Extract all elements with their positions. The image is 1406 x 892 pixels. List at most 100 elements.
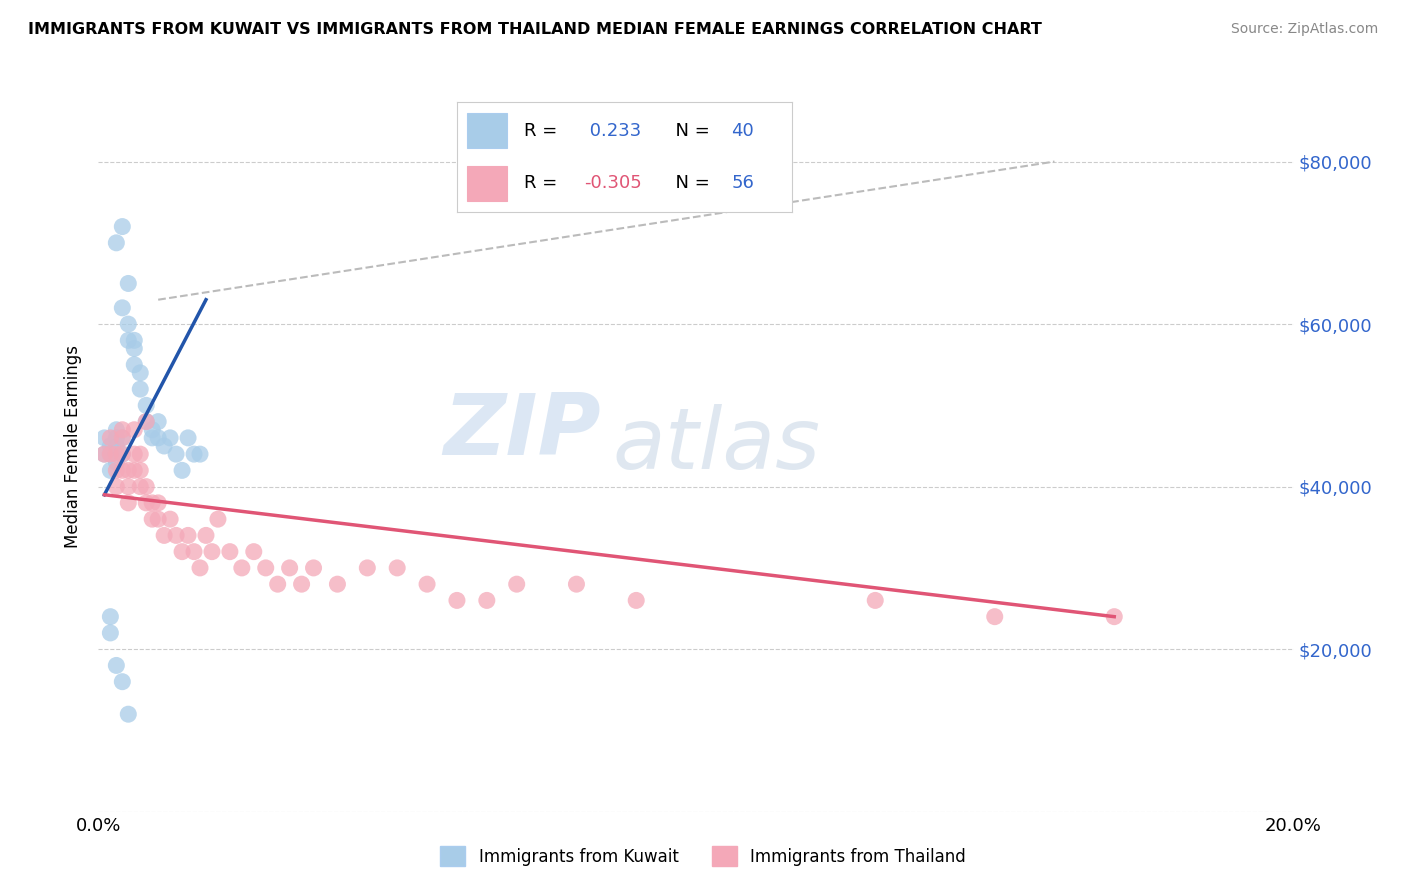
Point — [105, 463, 128, 477]
Point — [105, 455, 128, 469]
Point — [356, 561, 378, 575]
Point — [105, 439, 128, 453]
Point — [111, 447, 134, 461]
Point — [984, 609, 1007, 624]
Point — [153, 439, 176, 453]
Point — [153, 528, 176, 542]
Point — [506, 577, 529, 591]
Point — [135, 415, 157, 429]
Text: IMMIGRANTS FROM KUWAIT VS IMMIGRANTS FROM THAILAND MEDIAN FEMALE EARNINGS CORREL: IMMIGRANTS FROM KUWAIT VS IMMIGRANTS FRO… — [28, 22, 1042, 37]
Point — [385, 561, 409, 575]
Point — [111, 219, 134, 234]
Point — [165, 528, 187, 542]
Point — [117, 496, 139, 510]
Point — [207, 512, 229, 526]
Point — [117, 334, 139, 348]
Point — [148, 431, 170, 445]
Point — [291, 577, 314, 591]
Point — [124, 447, 146, 461]
Point — [159, 431, 181, 445]
Point — [172, 544, 194, 558]
Point — [129, 463, 152, 477]
Point — [93, 431, 115, 445]
Point — [111, 447, 134, 461]
Point — [129, 447, 152, 461]
Point — [129, 366, 152, 380]
Point — [111, 463, 134, 477]
Point — [105, 235, 128, 250]
Point — [98, 447, 122, 461]
Point — [141, 431, 163, 445]
Point — [135, 415, 157, 429]
Point — [93, 447, 115, 461]
Point — [124, 463, 146, 477]
Point — [183, 544, 205, 558]
Point — [105, 480, 128, 494]
Point — [105, 431, 128, 445]
Point — [626, 593, 648, 607]
Point — [129, 382, 152, 396]
Point — [278, 561, 301, 575]
Point — [124, 342, 146, 356]
Y-axis label: Median Female Earnings: Median Female Earnings — [65, 344, 83, 548]
Text: atlas: atlas — [613, 404, 820, 488]
Point — [135, 480, 157, 494]
Point — [93, 447, 115, 461]
Point — [111, 301, 134, 315]
Point — [141, 512, 163, 526]
Legend: Immigrants from Kuwait, Immigrants from Thailand: Immigrants from Kuwait, Immigrants from … — [432, 838, 974, 875]
Point — [141, 423, 163, 437]
Point — [111, 431, 134, 445]
Point — [201, 544, 224, 558]
Point — [177, 528, 200, 542]
Point — [117, 480, 139, 494]
Point — [98, 463, 122, 477]
Point — [1104, 609, 1126, 624]
Point — [117, 277, 139, 291]
Point — [117, 317, 139, 331]
Point — [243, 544, 266, 558]
Point — [141, 496, 163, 510]
Point — [135, 398, 157, 412]
Point — [124, 334, 146, 348]
Point — [124, 358, 146, 372]
Point — [302, 561, 325, 575]
Point — [105, 447, 128, 461]
Point — [267, 577, 290, 591]
Point — [148, 415, 170, 429]
Text: Source: ZipAtlas.com: Source: ZipAtlas.com — [1230, 22, 1378, 37]
Point — [231, 561, 253, 575]
Point — [111, 431, 134, 445]
Point — [254, 561, 277, 575]
Point — [326, 577, 349, 591]
Point — [105, 423, 128, 437]
Point — [111, 423, 134, 437]
Point — [135, 496, 157, 510]
Point — [124, 423, 146, 437]
Point — [98, 431, 122, 445]
Point — [475, 593, 498, 607]
Point — [565, 577, 588, 591]
Point — [219, 544, 242, 558]
Point — [148, 512, 170, 526]
Point — [98, 439, 122, 453]
Point — [129, 480, 152, 494]
Text: ZIP: ZIP — [443, 390, 600, 473]
Point — [165, 447, 187, 461]
Point — [172, 463, 194, 477]
Point — [98, 609, 122, 624]
Point — [183, 447, 205, 461]
Point — [159, 512, 181, 526]
Point — [177, 431, 200, 445]
Point — [105, 658, 128, 673]
Point — [865, 593, 887, 607]
Point — [195, 528, 218, 542]
Point — [117, 463, 139, 477]
Point — [416, 577, 439, 591]
Point — [111, 674, 134, 689]
Point — [188, 447, 211, 461]
Point — [117, 707, 139, 722]
Point — [98, 447, 122, 461]
Point — [446, 593, 468, 607]
Point — [188, 561, 211, 575]
